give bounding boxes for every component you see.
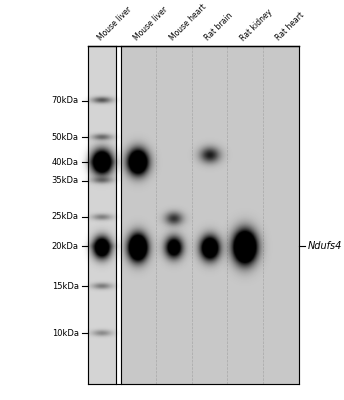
Text: Ndufs4: Ndufs4	[308, 241, 342, 251]
Text: 35kDa: 35kDa	[52, 176, 79, 185]
Text: Rat heart: Rat heart	[275, 11, 306, 43]
Text: Rat kidney: Rat kidney	[239, 7, 274, 43]
Text: 50kDa: 50kDa	[52, 132, 79, 142]
Text: Rat brain: Rat brain	[203, 11, 235, 43]
Text: 20kDa: 20kDa	[52, 242, 79, 250]
Text: Mouse heart: Mouse heart	[168, 2, 208, 43]
FancyBboxPatch shape	[120, 46, 299, 384]
Text: Mouse liver: Mouse liver	[96, 5, 133, 43]
Text: 25kDa: 25kDa	[52, 212, 79, 222]
FancyBboxPatch shape	[88, 46, 116, 384]
Text: 40kDa: 40kDa	[52, 158, 79, 167]
Text: 15kDa: 15kDa	[52, 282, 79, 290]
Text: 10kDa: 10kDa	[52, 329, 79, 338]
Text: 70kDa: 70kDa	[52, 96, 79, 105]
Text: Mouse liver: Mouse liver	[132, 5, 170, 43]
